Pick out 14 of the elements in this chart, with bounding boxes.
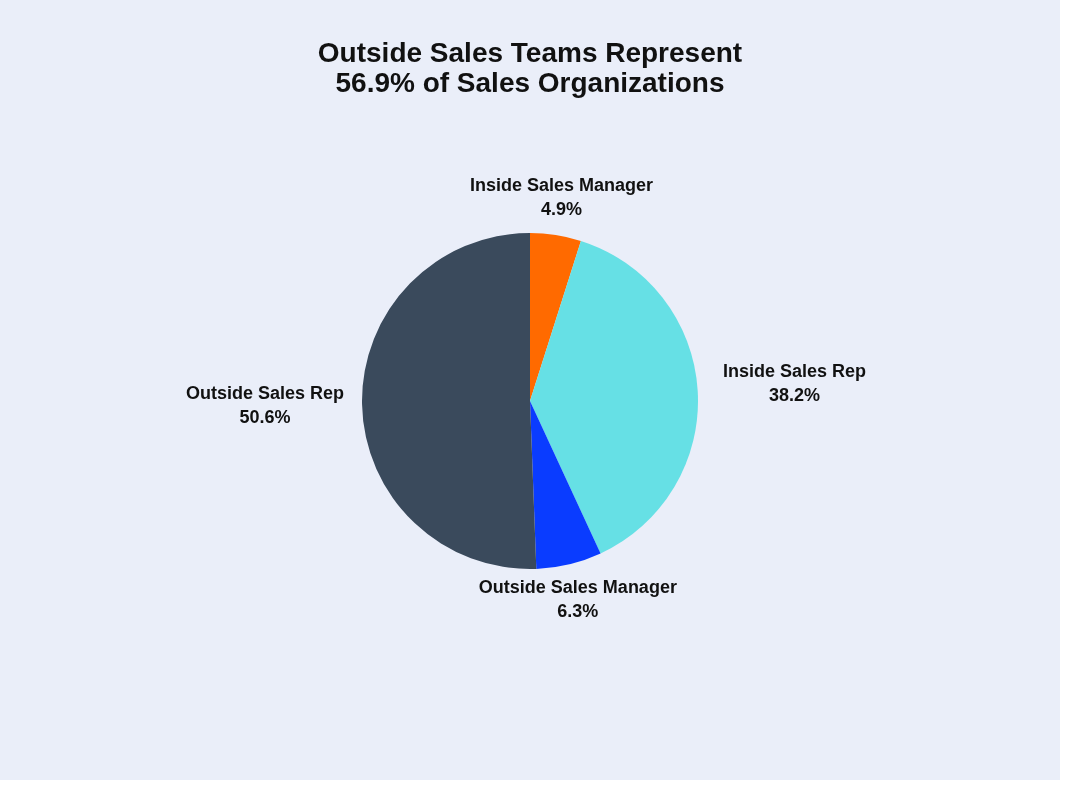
- pie-slice: [530, 401, 601, 569]
- slice-label: Outside Sales Manager: [478, 577, 677, 598]
- text: 56.9% of Sales Organizations: [335, 67, 725, 99]
- pie-slice: [530, 240, 698, 554]
- pie-slice: [362, 233, 537, 569]
- slice-label: Outside Sales Rep: [186, 382, 345, 403]
- pie-slice: [530, 233, 581, 401]
- text: Outside Sales Teams Represent: [317, 37, 743, 69]
- data-label: 50.6%: [239, 406, 291, 427]
- data-label: 38.2%: [768, 385, 820, 406]
- slice-label: Inside Sales Manager: [469, 175, 653, 196]
- data-label: 6.3%: [557, 601, 599, 622]
- data-label: 4.9%: [540, 199, 582, 220]
- slice-label: Inside Sales Rep: [722, 361, 867, 382]
